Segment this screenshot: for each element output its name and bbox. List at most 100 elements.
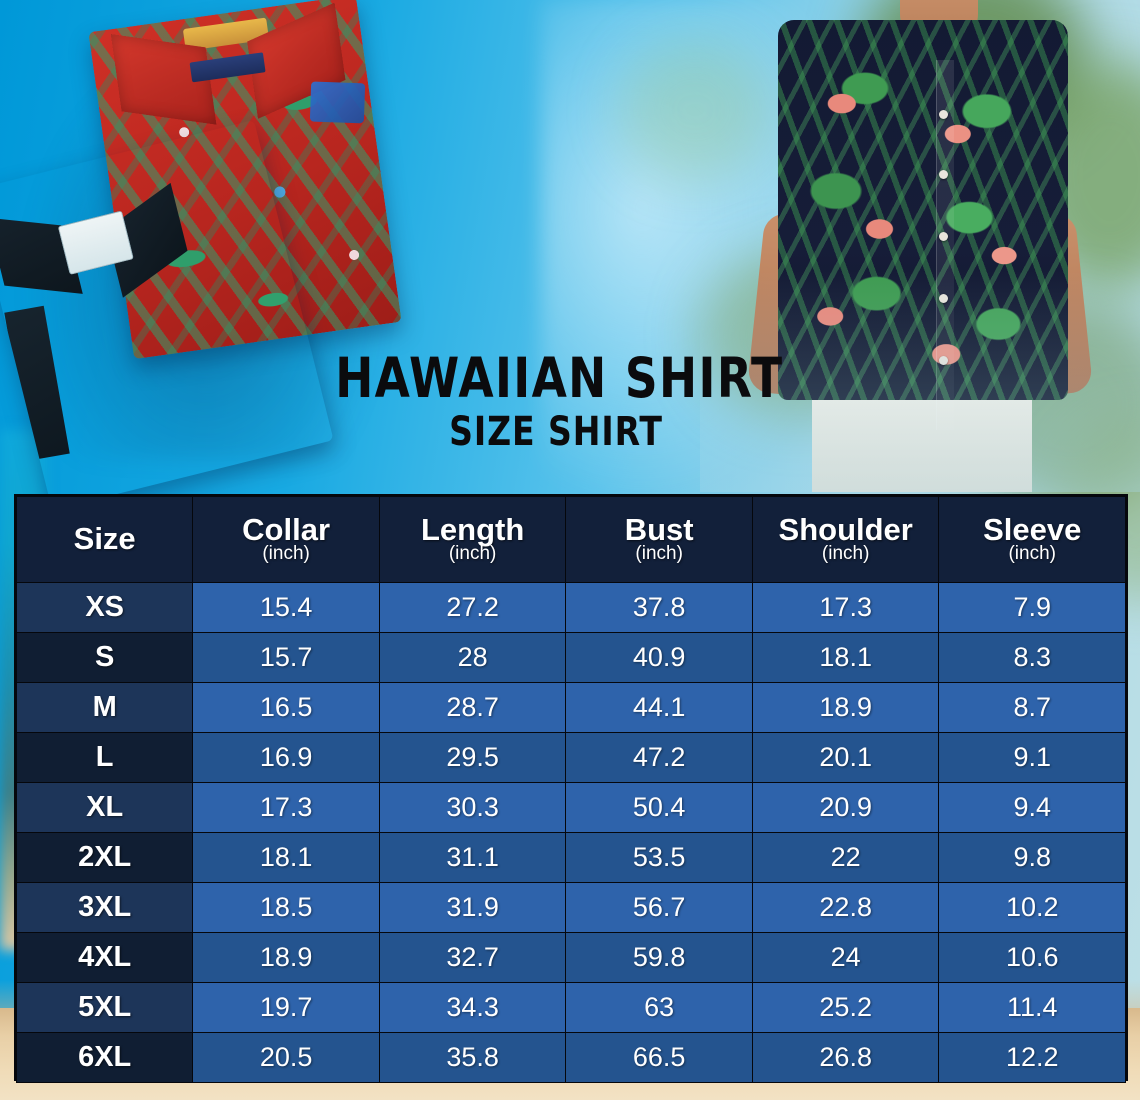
table-row: XL 17.3 30.3 50.4 20.9 9.4 <box>15 782 1126 833</box>
cell-collar: 18.1 <box>192 832 380 883</box>
cell-shoulder: 20.9 <box>751 782 940 833</box>
cell-sleeve: 7.9 <box>938 582 1126 633</box>
palm-foliage-blur <box>620 40 770 180</box>
cell-sleeve: 11.4 <box>938 982 1126 1033</box>
column-header-label: Length <box>420 511 525 547</box>
cell-collar: 18.5 <box>192 882 380 933</box>
size-table: Size Collar (inch) Length (inch) Bust (i… <box>15 496 1126 1083</box>
size-cell: L <box>15 732 194 783</box>
cell-sleeve: 9.1 <box>938 732 1126 783</box>
cell-bust: 47.2 <box>565 732 753 783</box>
column-header-sleeve: Sleeve (inch) <box>938 496 1126 583</box>
cell-shoulder: 18.1 <box>751 632 940 683</box>
cell-length: 27.2 <box>378 582 567 633</box>
table-row: 5XL 19.7 34.3 63 25.2 11.4 <box>15 982 1126 1033</box>
table-row: 3XL 18.5 31.9 56.7 22.8 10.2 <box>15 882 1126 933</box>
cell-collar: 16.9 <box>192 732 380 783</box>
table-row: XS 15.4 27.2 37.8 17.3 7.9 <box>15 582 1126 633</box>
cell-sleeve: 12.2 <box>938 1032 1126 1083</box>
cell-sleeve: 10.6 <box>938 932 1126 983</box>
size-cell: 5XL <box>15 982 194 1033</box>
cell-bust: 56.7 <box>565 882 753 933</box>
model-shirt-torso <box>778 20 1068 430</box>
model-figure <box>746 0 1094 492</box>
cell-sleeve: 9.4 <box>938 782 1126 833</box>
cell-sleeve: 10.2 <box>938 882 1126 933</box>
size-cell: M <box>15 682 194 733</box>
cell-shoulder: 17.3 <box>751 582 940 633</box>
cell-collar: 18.9 <box>192 932 380 983</box>
cell-collar: 19.7 <box>192 982 380 1033</box>
shirt-button <box>939 356 948 365</box>
cell-length: 29.5 <box>378 732 567 783</box>
shirt-button <box>939 170 948 179</box>
column-header-unit: (inch) <box>262 543 310 565</box>
table-header: Size Collar (inch) Length (inch) Bust (i… <box>15 496 1126 583</box>
cell-length: 31.9 <box>378 882 567 933</box>
column-header-unit: (inch) <box>821 543 870 565</box>
cell-bust: 59.8 <box>565 932 753 983</box>
cell-length: 28.7 <box>378 682 567 733</box>
column-header-label: Bust <box>624 511 694 547</box>
cell-collar: 16.5 <box>192 682 380 733</box>
cell-length: 28 <box>378 632 567 683</box>
cell-bust: 37.8 <box>565 582 753 633</box>
column-header-label: Shoulder <box>778 511 913 547</box>
cell-length: 30.3 <box>378 782 567 833</box>
cell-shoulder: 20.1 <box>751 732 940 783</box>
shirt-button <box>939 110 948 119</box>
cell-collar: 17.3 <box>192 782 380 833</box>
table-row: 6XL 20.5 35.8 66.5 26.8 12.2 <box>15 1032 1126 1083</box>
cell-bust: 40.9 <box>565 632 753 683</box>
page-subtitle: SIZE SHIRT <box>449 408 663 455</box>
cell-bust: 44.1 <box>565 682 753 733</box>
size-cell: 6XL <box>15 1032 194 1083</box>
shirt-button <box>939 232 948 241</box>
column-header-collar: Collar (inch) <box>192 496 380 583</box>
column-header-label: Collar <box>242 511 331 547</box>
cell-bust: 53.5 <box>565 832 753 883</box>
cell-shoulder: 18.9 <box>751 682 940 733</box>
size-cell: 3XL <box>15 882 194 933</box>
column-header-unit: (inch) <box>448 543 497 565</box>
table-body: XS 15.4 27.2 37.8 17.3 7.9 S 15.7 28 40.9 18.1 8.3 M… <box>15 582 1126 1083</box>
shirt-button-placket <box>936 60 954 430</box>
page-title: HAWAIIAN SHIRT <box>335 346 784 410</box>
size-cell: 2XL <box>15 832 194 883</box>
column-header-unit: (inch) <box>1008 543 1056 565</box>
cell-sleeve: 9.8 <box>938 832 1126 883</box>
cell-bust: 63 <box>565 982 753 1033</box>
cell-length: 35.8 <box>378 1032 567 1083</box>
cell-collar: 15.7 <box>192 632 380 683</box>
cell-shoulder: 22 <box>751 832 940 883</box>
cell-sleeve: 8.3 <box>938 632 1126 683</box>
cell-collar: 15.4 <box>192 582 380 633</box>
table-row: 4XL 18.9 32.7 59.8 24 10.6 <box>15 932 1126 983</box>
table-row: S 15.7 28 40.9 18.1 8.3 <box>15 632 1126 683</box>
cell-length: 32.7 <box>378 932 567 983</box>
cell-shoulder: 26.8 <box>751 1032 940 1083</box>
cell-shoulder: 22.8 <box>751 882 940 933</box>
column-header-label: Sleeve <box>983 511 1082 547</box>
cell-shoulder: 24 <box>751 932 940 983</box>
cell-bust: 66.5 <box>565 1032 753 1083</box>
table-row: M 16.5 28.7 44.1 18.9 8.7 <box>15 682 1126 733</box>
column-header-length: Length (inch) <box>378 496 567 583</box>
column-header-bust: Bust (inch) <box>565 496 753 583</box>
table-header-row: Size Collar (inch) Length (inch) Bust (i… <box>15 496 1126 583</box>
size-cell: S <box>15 632 194 683</box>
column-header-label: Size <box>73 521 136 557</box>
cell-length: 34.3 <box>378 982 567 1033</box>
size-chart-table: Size Collar (inch) Length (inch) Bust (i… <box>14 494 1128 1083</box>
model-pants <box>812 384 1032 492</box>
cell-bust: 50.4 <box>565 782 753 833</box>
size-cell: XS <box>15 582 194 633</box>
cell-length: 31.1 <box>378 832 567 883</box>
column-header-size: Size <box>15 496 194 583</box>
cell-collar: 20.5 <box>192 1032 380 1083</box>
size-cell: XL <box>15 782 194 833</box>
banner-title-block: HAWAIIAN SHIRT SIZE SHIRT <box>316 346 796 455</box>
shirt-sleeve <box>4 305 70 461</box>
column-header-unit: (inch) <box>635 543 683 565</box>
shirt-brand-patch <box>309 81 366 124</box>
